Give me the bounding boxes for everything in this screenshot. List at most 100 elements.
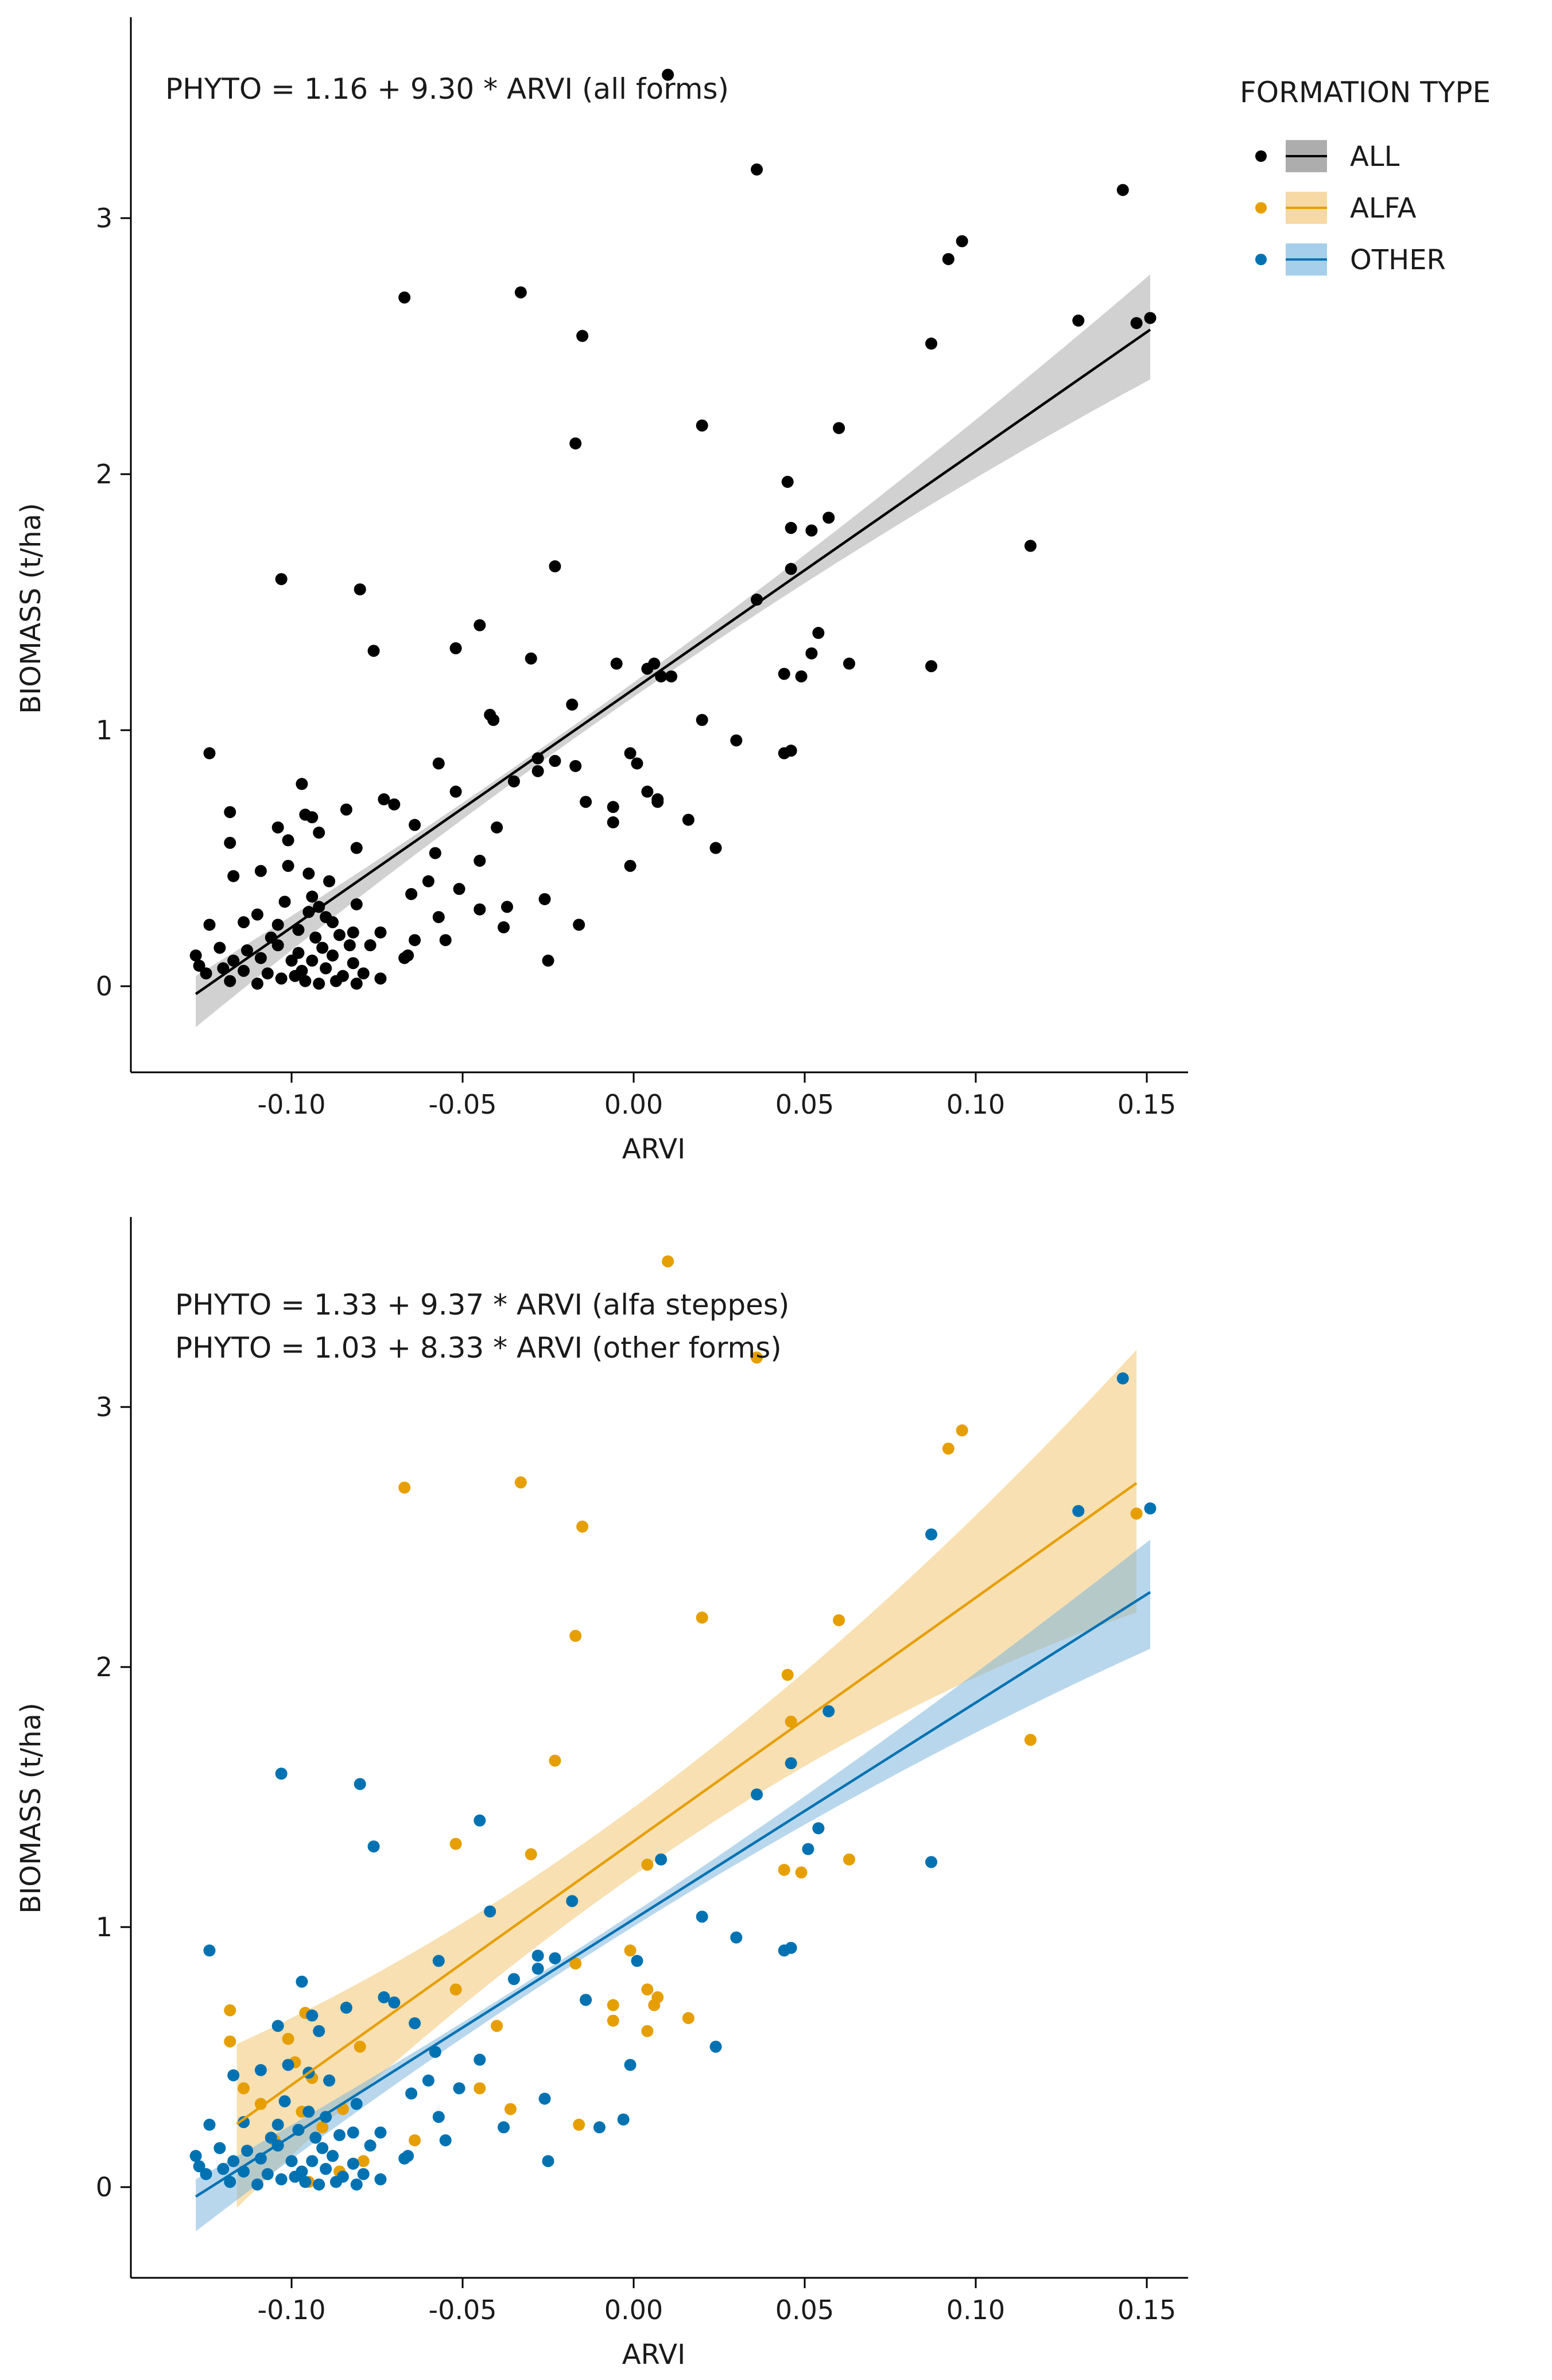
top-y-axis-title: BIOMASS (t/ha) — [15, 503, 47, 714]
top-point-all — [302, 906, 315, 918]
top-point-all — [203, 918, 216, 931]
bottom-point-other — [350, 2098, 363, 2110]
bottom-x-tick-label: -0.05 — [428, 2294, 496, 2325]
top-point-all — [549, 560, 561, 573]
top-point-all — [709, 842, 722, 854]
bottom-point-other — [474, 2053, 486, 2066]
top-point-all — [453, 883, 465, 896]
bottom-point-other — [241, 2145, 254, 2157]
top-point-all — [538, 893, 551, 905]
bottom-point-other — [538, 2092, 551, 2105]
bottom-point-alfa — [607, 2014, 619, 2027]
bottom-confidence-bands — [196, 1350, 1150, 2232]
top-point-all — [254, 952, 267, 964]
bottom-point-other — [925, 1856, 938, 1869]
bottom-point-alfa — [474, 2082, 486, 2095]
bottom-point-alfa — [607, 1999, 619, 2011]
bottom-point-other — [507, 1973, 520, 1986]
top-point-all — [374, 972, 387, 985]
top-point-all — [531, 765, 544, 777]
bottom-point-other — [405, 2087, 418, 2100]
top-point-all — [925, 660, 938, 672]
bottom-point-alfa — [357, 2155, 370, 2168]
top-point-all — [576, 330, 589, 342]
bottom-point-other — [367, 1840, 380, 1853]
legend-item-alfa: ALFA — [1255, 192, 1417, 224]
top-point-all — [350, 842, 363, 854]
top-point-all — [193, 959, 205, 972]
top-ci-band-all — [196, 274, 1150, 1028]
top-point-all — [271, 939, 284, 952]
top-point-all — [327, 916, 339, 928]
legend-label-alfa: ALFA — [1350, 192, 1417, 224]
legend-item-all: ALL — [1255, 140, 1400, 173]
bottom-equation-2: PHYTO = 1.03 + 8.33 * ARVI (other forms) — [175, 1331, 782, 1365]
bottom-point-other — [785, 1941, 797, 1954]
bottom-point-alfa — [795, 1866, 808, 1879]
top-x-tick-label: 0.05 — [775, 1089, 834, 1120]
top-point-all — [525, 652, 537, 665]
bottom-point-other — [925, 1528, 938, 1541]
bottom-point-alfa — [514, 1476, 527, 1489]
top-point-all — [251, 908, 263, 921]
top-point-all — [398, 291, 411, 304]
top-point-all — [398, 952, 411, 964]
top-fit-line-all — [195, 328, 1151, 995]
top-point-all — [682, 813, 694, 826]
top-point-all — [631, 757, 643, 770]
top-point-all — [422, 875, 434, 887]
top-point-all — [364, 939, 377, 952]
top-point-all — [805, 647, 818, 660]
bottom-point-alfa — [781, 1669, 794, 1681]
bottom-point-other — [347, 2157, 359, 2170]
top-point-all — [299, 975, 312, 987]
top-point-all — [498, 921, 510, 933]
legend-point-all — [1255, 150, 1267, 162]
bottom-point-alfa — [316, 2121, 329, 2134]
bottom-point-other — [566, 1895, 579, 1908]
top-point-all — [573, 918, 585, 931]
bottom-point-other — [306, 2155, 319, 2168]
top-point-all — [785, 522, 797, 534]
bottom-point-other — [254, 2064, 267, 2076]
top-x-axis-title: ARVI — [622, 1133, 686, 1165]
top-point-all — [313, 978, 325, 990]
top-point-all — [278, 896, 291, 908]
bottom-y-ticks: 0 1 2 3 — [96, 1391, 131, 2203]
top-point-all — [942, 253, 955, 265]
bottom-point-other — [313, 2178, 325, 2191]
top-point-all — [624, 747, 637, 759]
bottom-point-other — [429, 2045, 441, 2058]
bottom-point-other — [398, 2152, 411, 2165]
bottom-point-alfa — [569, 1630, 582, 1642]
bottom-point-alfa — [238, 2082, 250, 2095]
bottom-point-other — [217, 2162, 230, 2175]
top-point-all — [662, 68, 674, 81]
bottom-point-alfa — [549, 1754, 561, 1767]
top-point-all — [751, 163, 763, 176]
top-point-all — [238, 916, 250, 928]
top-point-all — [367, 645, 380, 657]
top-point-all — [350, 898, 363, 910]
bottom-point-alfa — [449, 1838, 462, 1850]
top-point-all — [320, 962, 332, 975]
legend-item-other: OTHER — [1255, 243, 1446, 276]
top-point-all — [812, 627, 825, 639]
bottom-point-other — [329, 2176, 342, 2188]
bottom-point-other — [275, 2173, 288, 2185]
top-point-all — [343, 939, 356, 952]
bottom-panel: 0 1 2 3 -0.10 -0.05 0.00 0.05 0.10 0.15 PHYTO = … — [15, 1217, 1188, 2371]
top-point-all — [778, 668, 790, 680]
top-point-all — [350, 978, 363, 990]
bottom-x-axis-title: ARVI — [622, 2339, 686, 2371]
bottom-fit-line-other — [195, 1591, 1151, 2198]
top-point-all — [925, 338, 938, 350]
top-point-all — [347, 957, 359, 970]
bottom-point-alfa — [662, 1255, 674, 1267]
bottom-point-other — [320, 2162, 332, 2175]
bottom-x-tick-label: 0.15 — [1118, 2294, 1176, 2325]
bottom-point-alfa — [569, 1957, 582, 1970]
top-point-all — [665, 670, 678, 683]
bottom-point-other — [696, 1910, 708, 1923]
top-point-all — [374, 926, 387, 939]
